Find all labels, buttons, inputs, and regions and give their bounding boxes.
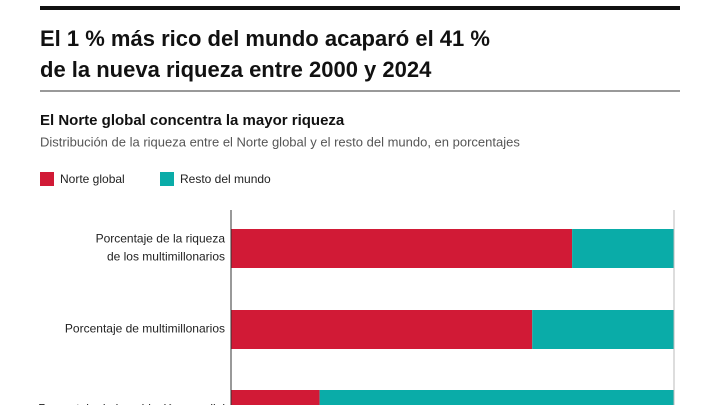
bar-segment	[572, 229, 674, 268]
bar-segment	[231, 390, 320, 410]
category-label: de los multimillonarios	[107, 250, 225, 264]
legend-swatch	[160, 172, 174, 186]
legend-label: Resto del mundo	[180, 172, 271, 186]
bar-segment	[532, 310, 674, 349]
legend-swatch	[40, 172, 54, 186]
bar-segment	[231, 310, 533, 349]
chart-title: El 1 % más rico del mundo acaparó el 41 …	[40, 26, 490, 51]
chart-title: de la nueva riqueza entre 2000 y 2024	[40, 57, 432, 82]
category-label: Porcentaje de la riqueza	[96, 232, 226, 246]
bar-segment	[231, 229, 573, 268]
chart-description: Distribución de la riqueza entre el Nort…	[40, 134, 520, 149]
chart-subtitle: El Norte global concentra la mayor rique…	[40, 112, 345, 129]
bar-segment	[319, 390, 674, 410]
top-rule	[40, 6, 680, 10]
category-label: Porcentaje de multimillonarios	[65, 322, 225, 336]
legend-label: Norte global	[60, 172, 125, 186]
